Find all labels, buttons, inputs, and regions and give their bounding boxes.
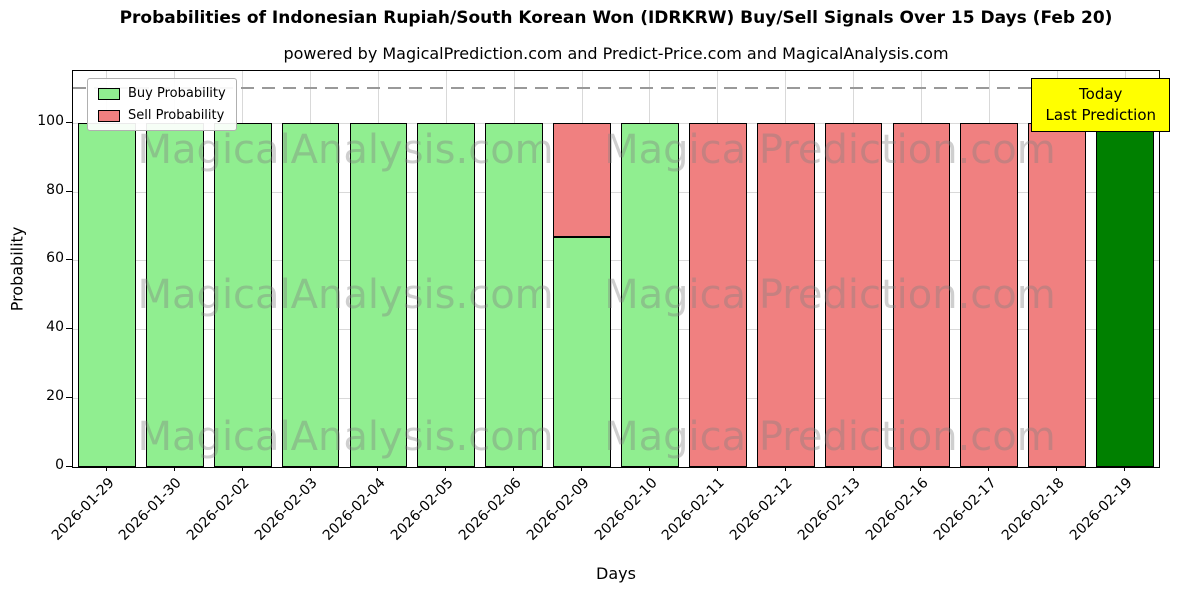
y-axis-label: Probability — [7, 226, 27, 312]
y-gridline — [73, 260, 1159, 262]
sell-probability-swatch — [98, 109, 120, 122]
legend-item-buy: Buy Probability — [98, 86, 226, 101]
y-gridline — [73, 191, 1159, 193]
y-tick-label: 20 — [46, 388, 64, 405]
x-tick-mark — [1124, 466, 1126, 471]
buy-bar-segment — [78, 122, 136, 467]
y-tick-mark — [66, 190, 72, 192]
x-tick-mark — [173, 466, 175, 471]
x-tick-label-text: 2026-02-04 — [319, 475, 389, 544]
x-axis-label: Days — [596, 564, 636, 583]
x-tick-label-text: 2026-02-03 — [252, 475, 321, 544]
chart-title: Probabilities of Indonesian Rupiah/South… — [119, 8, 1113, 28]
y-tick-label: 40 — [46, 319, 64, 336]
x-tick-mark — [716, 466, 718, 471]
buy-bar-segment — [1096, 122, 1154, 467]
y-gridline — [73, 329, 1159, 331]
y-tick-mark — [66, 259, 72, 261]
sell-bar-segment — [756, 122, 815, 467]
sell-bar-segment — [960, 122, 1019, 467]
x-tick-label-text: 2026-02-02 — [184, 475, 254, 544]
x-tick-mark — [445, 466, 447, 471]
x-tick-label-text: 2026-02-19 — [1066, 475, 1136, 544]
x-tick-mark — [105, 466, 107, 471]
buy-bar-segment — [621, 122, 679, 467]
sell-bar-segment — [824, 122, 883, 467]
x-tick-mark — [648, 466, 650, 471]
y-tick-label: 100 — [37, 112, 64, 129]
x-tick-label-text: 2026-02-05 — [387, 475, 457, 544]
buy-bar-segment — [553, 237, 611, 467]
today-annotation: Today Last Prediction — [1031, 78, 1170, 132]
x-tick-mark — [852, 466, 854, 471]
buy-bar-segment — [281, 122, 340, 467]
buy-bar-segment — [145, 122, 204, 467]
sell-bar-segment — [892, 122, 951, 467]
x-tick-label-text: 2026-02-09 — [523, 475, 593, 544]
x-tick-mark — [241, 466, 243, 471]
x-tick-mark — [513, 466, 515, 471]
y-tick-mark — [66, 466, 72, 467]
plot-area: Buy Probability Sell Probability Magical… — [72, 70, 1160, 468]
chart-subtitle: powered by MagicalPrediction.com and Pre… — [283, 44, 949, 63]
x-tick-label-text: 2026-02-11 — [659, 475, 729, 544]
sell-bar-segment — [1028, 122, 1087, 467]
x-tick-label-text: 2026-02-10 — [591, 475, 661, 544]
sell-bar-segment — [688, 122, 747, 467]
y-tick-mark — [66, 397, 72, 399]
y-tick-mark — [66, 121, 72, 123]
x-tick-mark — [377, 466, 379, 471]
x-tick-mark — [988, 466, 990, 471]
legend-label-buy: Buy Probability — [128, 86, 226, 101]
buy-bar-segment — [349, 122, 408, 467]
legend-label-sell: Sell Probability — [128, 108, 225, 123]
y-tick-mark — [66, 328, 72, 330]
dashed-threshold-line — [73, 87, 1159, 90]
buy-bar-segment — [213, 122, 272, 467]
x-tick-label-text: 2026-02-06 — [455, 475, 525, 544]
x-tick-mark — [1056, 466, 1058, 471]
annotation-line1: Today — [1079, 85, 1123, 103]
buy-bar-segment — [417, 122, 476, 467]
legend: Buy Probability Sell Probability — [87, 78, 237, 131]
y-gridline — [73, 398, 1159, 400]
x-tick-label-text: 2026-01-30 — [116, 475, 186, 544]
x-tick-mark — [581, 466, 583, 471]
x-tick-label-text: 2026-02-18 — [998, 475, 1068, 544]
x-tick-mark — [784, 466, 786, 471]
buy-bar-segment — [485, 122, 544, 467]
x-tick-mark — [920, 466, 922, 471]
sell-bar-segment — [553, 122, 611, 238]
x-tick-label-text: 2026-02-12 — [727, 475, 797, 544]
buy-probability-swatch — [98, 87, 120, 100]
x-tick-label-text: 2026-02-17 — [930, 475, 1000, 544]
y-tick-label: 60 — [46, 250, 64, 267]
legend-item-sell: Sell Probability — [98, 108, 226, 123]
x-tick-label-text: 2026-01-29 — [48, 475, 118, 544]
x-tick-label-text: 2026-02-13 — [795, 475, 864, 544]
y-tick-label: 0 — [55, 457, 64, 473]
y-gridline — [73, 122, 1159, 124]
y-tick-label: 80 — [46, 181, 64, 198]
annotation-line2: Last Prediction — [1045, 106, 1156, 124]
x-tick-mark — [309, 466, 311, 471]
x-tick-label-text: 2026-02-16 — [862, 475, 932, 544]
